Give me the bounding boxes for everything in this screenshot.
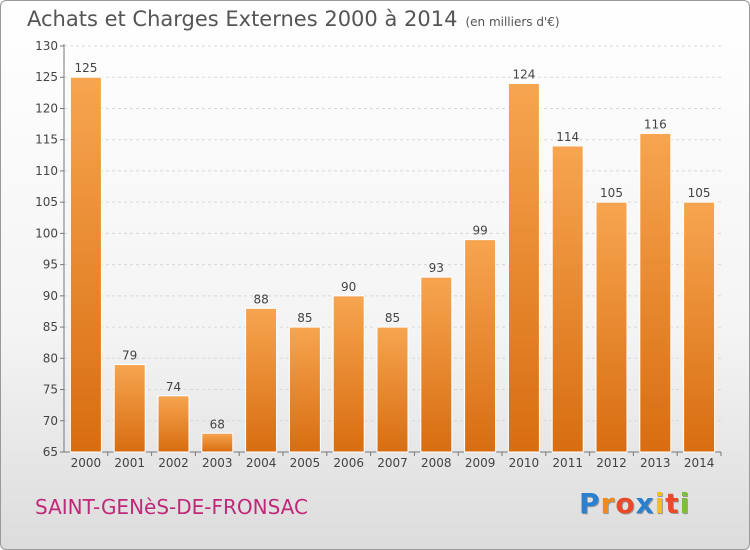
x-tick-label-2005: 2005	[290, 456, 321, 470]
bar-2004	[245, 307, 278, 453]
x-tick-label-2001: 2001	[114, 456, 145, 470]
value-label-2000: 125	[74, 61, 97, 75]
logo-letter: i	[654, 487, 666, 520]
bar-2006	[332, 295, 365, 453]
commune-name: SAINT-GENèS-DE-FRONSAC	[35, 495, 308, 519]
logo-letter: i	[679, 487, 691, 520]
bar-2013	[639, 132, 672, 453]
value-label-2003: 68	[210, 417, 225, 431]
x-tick-label-2014: 2014	[684, 456, 715, 470]
x-tick-label-2012: 2012	[596, 456, 627, 470]
chart-title-text: Achats et Charges Externes 2000 à 2014	[27, 7, 458, 31]
bar-2009	[464, 239, 497, 453]
chart-title: Achats et Charges Externes 2000 à 2014 (e…	[27, 7, 560, 31]
x-tick-label-2003: 2003	[202, 456, 233, 470]
y-tick-label: 80	[43, 351, 58, 365]
y-tick-label: 100	[35, 226, 58, 240]
y-tick-label: 120	[35, 101, 58, 115]
proxiti-logo: Proxiti	[579, 487, 690, 520]
chart-subtitle: (en milliers d'€)	[465, 15, 560, 29]
bar-2012	[595, 201, 628, 453]
x-tick-label-2006: 2006	[333, 456, 364, 470]
y-tick-label: 130	[35, 39, 58, 53]
value-label-2012: 105	[600, 186, 623, 200]
value-label-2009: 99	[472, 224, 487, 238]
value-label-2004: 88	[253, 292, 268, 306]
bar-2011	[551, 145, 584, 453]
value-label-2011: 114	[556, 130, 579, 144]
value-label-2005: 85	[297, 311, 312, 325]
value-label-2006: 90	[341, 280, 356, 294]
bars	[69, 76, 716, 453]
x-tick-label-2008: 2008	[421, 456, 452, 470]
value-label-2007: 85	[385, 311, 400, 325]
logo-letter: P	[579, 487, 601, 520]
labels: 65 70 75 80 85 90 95 100 105 110 115 120 125 130 125 20…	[35, 39, 714, 470]
y-tick-label: 110	[35, 164, 58, 178]
y-tick-label: 65	[43, 445, 58, 459]
y-tick-label: 90	[43, 289, 58, 303]
y-tick-label: 85	[43, 320, 58, 334]
bar-2000	[69, 76, 102, 453]
bar-2002	[157, 395, 190, 453]
bar-2014	[683, 201, 716, 453]
y-tick-label: 70	[43, 414, 58, 428]
x-tick-label-2009: 2009	[465, 456, 496, 470]
value-label-2010: 124	[512, 67, 535, 81]
y-tick-label: 105	[35, 195, 58, 209]
value-label-2013: 116	[644, 117, 667, 131]
logo-letter: t	[665, 487, 680, 520]
logo-letter: o	[615, 487, 636, 520]
logo-letter: x	[635, 487, 655, 520]
bar-2001	[113, 364, 146, 453]
value-label-2001: 79	[122, 349, 137, 363]
y-tick-label: 115	[35, 133, 58, 147]
x-tick-label-2011: 2011	[552, 456, 583, 470]
y-tick-label: 75	[43, 383, 58, 397]
bar-2003	[201, 432, 234, 453]
value-label-2002: 74	[166, 380, 181, 394]
x-tick-label-2007: 2007	[377, 456, 408, 470]
value-label-2008: 93	[429, 261, 444, 275]
y-tick-label: 95	[43, 258, 58, 272]
bar-2010	[507, 82, 540, 453]
bar-2005	[288, 326, 321, 453]
logo-letter: r	[600, 487, 616, 520]
value-label-2014: 105	[688, 186, 711, 200]
x-tick-label-2010: 2010	[509, 456, 540, 470]
y-tick-label: 125	[35, 70, 58, 84]
bar-2008	[420, 276, 453, 453]
bar-2007	[376, 326, 409, 453]
x-tick-label-2002: 2002	[158, 456, 189, 470]
x-tick-label-2013: 2013	[640, 456, 671, 470]
x-tick-label-2000: 2000	[71, 456, 102, 470]
x-tick-label-2004: 2004	[246, 456, 277, 470]
